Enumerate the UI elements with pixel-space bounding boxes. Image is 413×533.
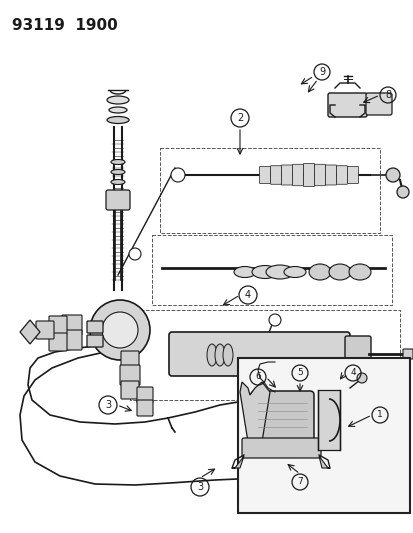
Text: 4: 4 [244, 290, 250, 300]
FancyBboxPatch shape [49, 316, 67, 334]
Ellipse shape [214, 344, 224, 366]
FancyBboxPatch shape [327, 93, 366, 117]
FancyBboxPatch shape [106, 190, 130, 210]
FancyBboxPatch shape [137, 387, 153, 403]
FancyBboxPatch shape [120, 365, 140, 385]
Ellipse shape [107, 96, 129, 104]
FancyBboxPatch shape [62, 330, 82, 350]
FancyBboxPatch shape [169, 332, 349, 376]
FancyBboxPatch shape [303, 164, 314, 187]
Circle shape [90, 300, 150, 360]
Polygon shape [317, 390, 339, 450]
Text: 8: 8 [384, 90, 390, 100]
FancyBboxPatch shape [347, 166, 358, 183]
Polygon shape [231, 456, 243, 468]
Bar [159, 148, 379, 233]
Ellipse shape [111, 169, 125, 174]
FancyBboxPatch shape [87, 335, 103, 347]
FancyBboxPatch shape [87, 321, 103, 333]
Text: 2: 2 [236, 113, 242, 123]
Polygon shape [20, 320, 40, 344]
Circle shape [385, 168, 399, 182]
Ellipse shape [233, 266, 255, 278]
FancyBboxPatch shape [137, 400, 153, 416]
Ellipse shape [206, 344, 216, 366]
Ellipse shape [111, 159, 125, 165]
Text: 3: 3 [104, 400, 111, 410]
Text: 1: 1 [376, 410, 382, 419]
Ellipse shape [252, 265, 277, 279]
Ellipse shape [109, 107, 127, 113]
Ellipse shape [283, 266, 305, 278]
FancyBboxPatch shape [259, 166, 270, 183]
Ellipse shape [266, 265, 293, 279]
Text: 3: 3 [197, 482, 202, 492]
Circle shape [129, 248, 141, 260]
FancyBboxPatch shape [336, 166, 347, 184]
FancyBboxPatch shape [365, 93, 391, 115]
Bar [152, 235, 391, 305]
Circle shape [171, 168, 185, 182]
FancyBboxPatch shape [270, 166, 281, 184]
Text: 4: 4 [349, 368, 355, 377]
Ellipse shape [223, 344, 233, 366]
FancyBboxPatch shape [49, 333, 67, 351]
Polygon shape [318, 456, 329, 468]
Circle shape [396, 186, 408, 198]
FancyBboxPatch shape [121, 351, 139, 369]
FancyBboxPatch shape [121, 381, 139, 399]
FancyBboxPatch shape [242, 438, 320, 458]
Ellipse shape [107, 117, 129, 124]
FancyBboxPatch shape [402, 349, 412, 359]
FancyBboxPatch shape [250, 391, 313, 444]
FancyBboxPatch shape [292, 164, 303, 185]
Text: 9: 9 [318, 67, 324, 77]
Text: 6: 6 [254, 373, 260, 382]
FancyBboxPatch shape [281, 165, 292, 185]
Ellipse shape [348, 264, 370, 280]
Text: 93119  1900: 93119 1900 [12, 18, 117, 33]
FancyBboxPatch shape [314, 164, 325, 185]
Bar [130, 310, 399, 400]
Text: 7: 7 [297, 478, 302, 487]
Circle shape [268, 314, 280, 326]
Circle shape [356, 373, 366, 383]
Ellipse shape [328, 264, 350, 280]
Ellipse shape [111, 180, 125, 184]
FancyBboxPatch shape [325, 165, 336, 185]
FancyBboxPatch shape [36, 321, 54, 339]
Bar [237, 358, 409, 513]
Circle shape [102, 312, 138, 348]
Text: 5: 5 [297, 368, 302, 377]
Ellipse shape [308, 264, 330, 280]
FancyBboxPatch shape [344, 336, 370, 372]
FancyBboxPatch shape [62, 315, 82, 335]
Polygon shape [240, 382, 269, 448]
